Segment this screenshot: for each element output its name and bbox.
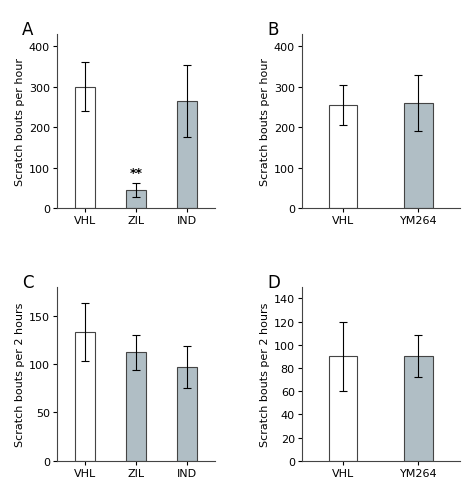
Y-axis label: Scratch bouts per 2 hours: Scratch bouts per 2 hours <box>15 302 25 446</box>
Bar <box>404 104 433 209</box>
Bar <box>126 353 146 461</box>
Text: A: A <box>22 21 34 39</box>
Bar <box>177 102 197 209</box>
Y-axis label: Scratch bouts per hour: Scratch bouts per hour <box>15 58 25 186</box>
Bar <box>75 88 95 209</box>
Text: C: C <box>22 273 34 291</box>
Text: D: D <box>267 273 280 291</box>
Text: B: B <box>267 21 278 39</box>
Y-axis label: Scratch bouts per 2 hours: Scratch bouts per 2 hours <box>260 302 270 446</box>
Y-axis label: Scratch bouts per hour: Scratch bouts per hour <box>260 58 270 186</box>
Bar <box>75 333 95 461</box>
Text: **: ** <box>129 167 142 180</box>
Bar <box>404 357 433 461</box>
Bar <box>329 106 357 209</box>
Bar <box>177 367 197 461</box>
Bar <box>126 191 146 209</box>
Bar <box>329 357 357 461</box>
